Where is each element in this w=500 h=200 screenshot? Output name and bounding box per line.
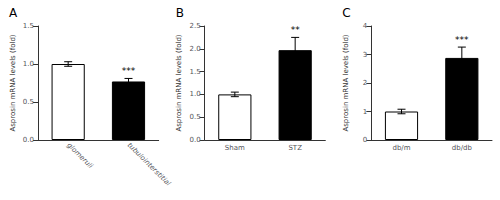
- svg-text:1.0: 1.0: [23, 60, 34, 68]
- svg-text:B: B: [176, 6, 184, 20]
- svg-text:**: **: [291, 25, 301, 35]
- svg-text:Sham: Sham: [225, 144, 245, 152]
- svg-text:***: ***: [122, 66, 136, 76]
- svg-text:Asprosin mRNA levels (fold): Asprosin mRNA levels (fold): [9, 34, 17, 131]
- svg-text:db/db: db/db: [452, 144, 473, 152]
- svg-text:4: 4: [363, 22, 368, 30]
- svg-text:tubulointerstitial: tubulointerstitial: [126, 141, 173, 188]
- svg-text:db/m: db/m: [392, 144, 410, 152]
- svg-text:1.5: 1.5: [23, 22, 34, 30]
- svg-text:0: 0: [363, 136, 367, 144]
- svg-text:0.5: 0.5: [190, 113, 201, 121]
- svg-text:Asprosin mRNA levels (fold): Asprosin mRNA levels (fold): [342, 34, 350, 131]
- svg-text:0.0: 0.0: [23, 136, 34, 144]
- svg-text:0.0: 0.0: [190, 136, 201, 144]
- svg-text:***: ***: [455, 35, 469, 45]
- svg-text:A: A: [9, 6, 18, 20]
- svg-text:2.0: 2.0: [190, 45, 201, 53]
- svg-text:0.5: 0.5: [23, 98, 34, 106]
- svg-text:1: 1: [363, 108, 367, 116]
- svg-text:C: C: [342, 6, 350, 20]
- svg-text:2.5: 2.5: [190, 22, 201, 30]
- svg-text:3: 3: [363, 51, 367, 59]
- svg-text:2: 2: [363, 79, 367, 87]
- svg-text:STZ: STZ: [288, 144, 302, 152]
- svg-text:Asprosin mRNA levels (fold): Asprosin mRNA levels (fold): [175, 34, 183, 131]
- svg-text:1.0: 1.0: [190, 90, 201, 98]
- svg-text:glomeruli: glomeruli: [65, 141, 94, 170]
- svg-text:1.5: 1.5: [190, 68, 201, 76]
